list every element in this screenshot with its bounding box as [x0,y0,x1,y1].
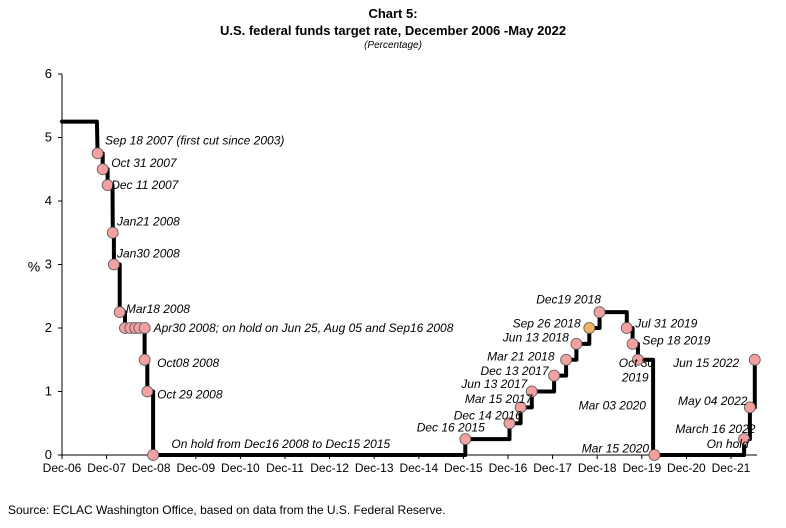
data-point [560,353,573,366]
y-tick-label: 1 [45,384,52,399]
data-point [138,353,151,366]
rate-line [60,119,757,457]
source-note: Source: ECLAC Washington Office, based o… [8,503,446,517]
data-point [620,322,633,334]
data-point [748,353,761,366]
annotation-label: Apr30 2008; on hold on Jun 25, Aug 05 an… [153,321,454,335]
data-point [583,322,596,334]
data-point [570,337,583,350]
chart-subtitle: (Percentage) [364,40,422,51]
annotation-label: Oct 30 [619,356,655,370]
x-tick-label: Dec-16 [489,461,528,475]
annotation-label: On hold [707,437,749,451]
y-tick-label: 0 [45,447,52,462]
y-tick-label: 3 [45,257,52,272]
y-tick-label: 6 [45,66,52,81]
annotation-label: Jul 31 2019 [634,317,697,331]
data-point [648,449,661,461]
x-tick-label: Dec-19 [622,461,661,475]
annotation-label: Dec 16 2015 [417,421,485,435]
data-point [503,417,516,430]
annotation-label: Oct 31 2007 [111,156,178,170]
x-tick-label: Dec-12 [310,461,349,475]
x-tick-label: Dec-20 [667,461,706,475]
chart-title: U.S. federal funds target rate, December… [219,23,567,38]
annotation-label: Mar 03 2020 [579,398,647,412]
data-point [525,385,538,398]
annotation-label: March 16 2022 [675,422,755,436]
data-point [548,369,560,382]
data-point [91,147,104,160]
x-tick-label: Dec-09 [176,461,215,475]
annotation-label: Dec 14 2016 [454,409,522,423]
x-tick-label: Dec-18 [578,461,617,475]
x-tick-label: Dec-07 [87,461,126,475]
annotation-label: Mar 21 2018 [487,350,555,364]
data-point [106,226,119,239]
annotation-label: Jun 13 2017 [460,377,528,391]
x-tick-label: Dec-17 [533,461,572,475]
annotation-label: Dec 13 2017 [480,364,549,378]
data-point [147,449,160,461]
annotation-label: Jun 15 2022 [672,356,739,370]
x-tick-label: Dec-15 [444,461,483,475]
annotation-label: On hold from Dec16 2008 to Dec15 2015 [171,437,390,451]
data-point [738,433,750,446]
data-point [459,433,472,446]
annotation-label: Dec19 2018 [536,292,601,306]
annotation-label: Mar 15 2017 [465,392,534,406]
annotation-label: Jun 13 2018 [502,331,569,345]
y-tick-label: 2 [45,320,52,335]
x-tick-label: Dec-11 [266,461,304,475]
data-point [138,322,151,334]
markers-layer [91,147,761,461]
axes: 0 1 2 3 4 5 6% Dec-06 Dec-07 Dec-08 Dec-09 Dec-10 De… [28,66,757,475]
data-point [632,353,644,366]
data-point [96,163,109,176]
annotation-label: Mar 15 2020 [582,442,650,456]
y-axis-label: % [28,259,40,275]
annotation-label: Oct 29 2008 [157,388,223,402]
x-tick-label: Dec-14 [399,461,438,475]
data-point [743,401,756,414]
y-tick-label: 4 [45,193,52,208]
x-tick-label: Dec-13 [355,461,394,475]
data-point [141,385,154,398]
y-tick-label: 5 [45,130,52,145]
annotation-label: Sep 18 2019 [642,334,710,348]
annotation-label: Jan21 2008 [116,214,180,228]
series-layer [60,119,757,457]
data-point [113,306,126,319]
annotations-layer: Sep 18 2007 (first cut since 2003) Oct 31… [105,134,756,456]
data-point [514,401,527,414]
annotation-label: May 04 2022 [678,394,748,408]
x-tick-label: Dec-06 [43,461,82,475]
x-tick-label: Dec-08 [132,461,171,475]
annotation-label: Sep 26 2018 [513,317,581,331]
data-point [593,306,606,319]
chart-title-line1: Chart 5: [368,6,418,21]
data-point [101,179,114,192]
annotation-label: Oct08 2008 [157,356,219,370]
annotation-label: Sep 18 2007 (first cut since 2003) [105,134,284,148]
data-point [626,337,639,350]
annotation-label: Jan30 2008 [116,247,180,261]
data-point [107,258,120,271]
annotation-label: 2019 [621,371,649,385]
annotation-label: Mar18 2008 [126,302,190,316]
x-tick-label: Dec-10 [221,461,260,475]
annotation-label: Dec 11 2007 [111,178,179,192]
x-tick-label: Dec-21 [712,461,751,475]
